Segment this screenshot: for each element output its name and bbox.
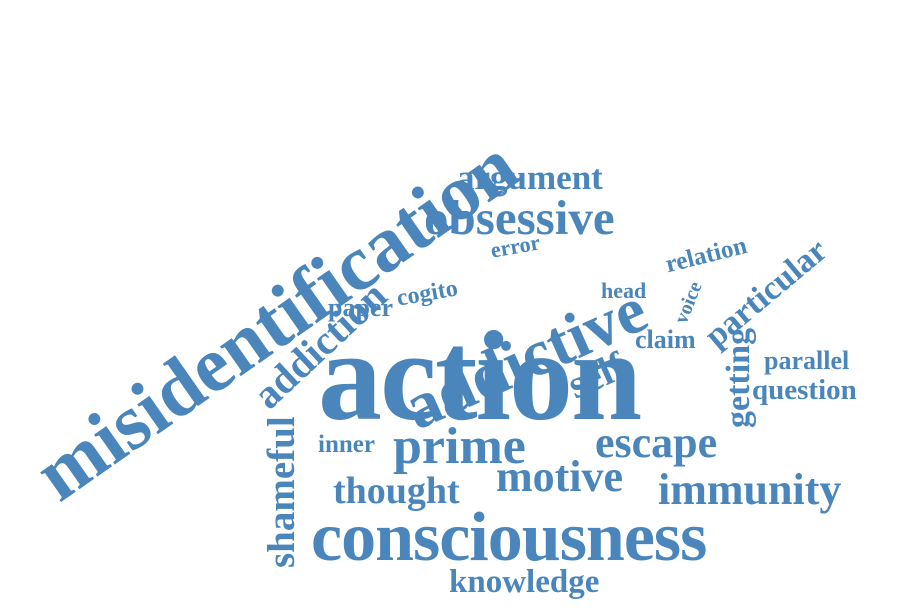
word-inner: inner: [318, 431, 375, 458]
word-knowledge: knowledge: [449, 564, 600, 600]
word-error: error: [488, 229, 542, 263]
word-thought: thought: [333, 470, 460, 512]
word-parallel: parallel: [764, 346, 850, 375]
word-paper: paper: [328, 293, 393, 322]
word-immunity: immunity: [658, 465, 842, 514]
word-getting: getting: [720, 327, 757, 428]
word-obsessive: obsessive: [424, 190, 615, 245]
word-prime: prime: [393, 418, 526, 475]
word-motive: motive: [496, 452, 624, 501]
word-escape: escape: [595, 418, 718, 467]
word-head: head: [601, 278, 647, 303]
word-shameful: shameful: [260, 416, 303, 568]
word-relation: relation: [662, 231, 750, 279]
word-claim: claim: [635, 325, 696, 354]
word-argument: argument: [457, 158, 603, 197]
word-voice: voice: [670, 278, 707, 327]
word-question: question: [752, 374, 857, 406]
word-action: action: [318, 305, 642, 447]
word-consciousness: consciousness: [311, 499, 707, 576]
